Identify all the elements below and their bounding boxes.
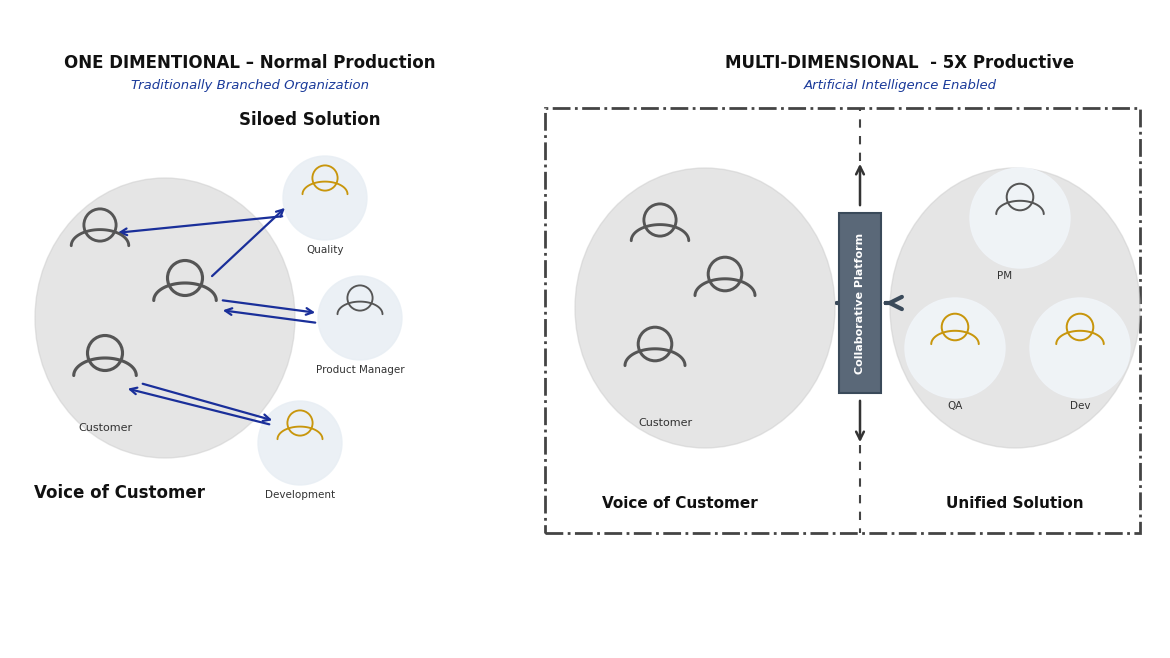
Circle shape bbox=[283, 156, 367, 240]
Circle shape bbox=[318, 276, 402, 360]
Circle shape bbox=[1030, 298, 1130, 398]
Text: Customer: Customer bbox=[78, 423, 132, 433]
Text: Siloed Solution: Siloed Solution bbox=[239, 111, 380, 129]
Text: Traditionally Branched Organization: Traditionally Branched Organization bbox=[131, 80, 369, 93]
FancyBboxPatch shape bbox=[839, 213, 881, 393]
Ellipse shape bbox=[890, 168, 1140, 448]
Text: Unified Solution: Unified Solution bbox=[947, 495, 1083, 511]
Ellipse shape bbox=[574, 168, 835, 448]
Text: Product Manager: Product Manager bbox=[316, 365, 405, 375]
Text: Voice of Customer: Voice of Customer bbox=[34, 484, 206, 502]
Text: MULTI-DIMENSIONAL  - 5X Productive: MULTI-DIMENSIONAL - 5X Productive bbox=[725, 54, 1074, 72]
Text: Dev: Dev bbox=[1069, 401, 1090, 411]
Text: ONE DIMENTIONAL – Normal Production: ONE DIMENTIONAL – Normal Production bbox=[64, 54, 435, 72]
Text: Voice of Customer: Voice of Customer bbox=[603, 495, 758, 511]
Text: Customer: Customer bbox=[638, 418, 693, 428]
Circle shape bbox=[259, 401, 342, 485]
Text: Artificial Intelligence Enabled: Artificial Intelligence Enabled bbox=[804, 80, 997, 93]
Text: Collaborative Platform: Collaborative Platform bbox=[855, 232, 865, 374]
Text: Quality: Quality bbox=[307, 245, 344, 255]
Circle shape bbox=[906, 298, 1005, 398]
Ellipse shape bbox=[35, 178, 295, 458]
Text: PM: PM bbox=[998, 271, 1012, 281]
Text: QA: QA bbox=[948, 401, 963, 411]
Circle shape bbox=[970, 168, 1071, 268]
Text: Development: Development bbox=[264, 490, 335, 500]
